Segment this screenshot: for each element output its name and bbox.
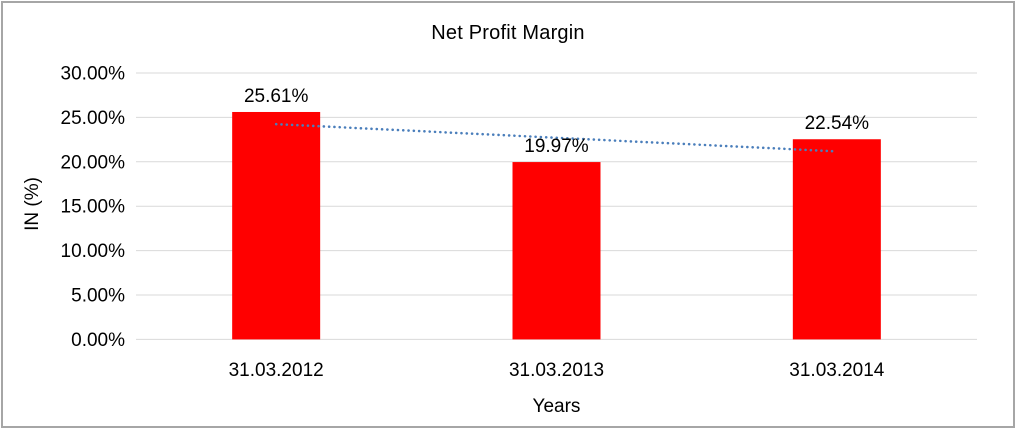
- bar: [512, 162, 601, 340]
- bar: [792, 139, 881, 340]
- y-tick-label: 30.00%: [61, 64, 126, 85]
- y-tick-label: 25.00%: [61, 108, 126, 129]
- bar-value-label: 19.97%: [524, 136, 589, 157]
- x-category-label: 31.03.2012: [229, 360, 324, 381]
- y-tick-label: 0.00%: [71, 330, 125, 351]
- y-tick-label: 5.00%: [71, 286, 125, 307]
- chart-title: Net Profit Margin: [431, 22, 585, 44]
- bar: [232, 111, 321, 340]
- x-category-label: 31.03.2013: [509, 360, 604, 381]
- bar-value-label: 22.54%: [805, 113, 870, 134]
- x-category-label: 31.03.2014: [789, 360, 885, 381]
- y-tick-label: 20.00%: [61, 152, 126, 173]
- y-tick-label: 15.00%: [61, 197, 126, 218]
- y-axis-title: IN (%): [22, 177, 43, 231]
- trendline: [274, 122, 839, 153]
- x-axis-title: Years: [532, 396, 581, 417]
- y-tick-label: 10.00%: [61, 241, 126, 262]
- bar-value-label: 25.61%: [244, 86, 309, 107]
